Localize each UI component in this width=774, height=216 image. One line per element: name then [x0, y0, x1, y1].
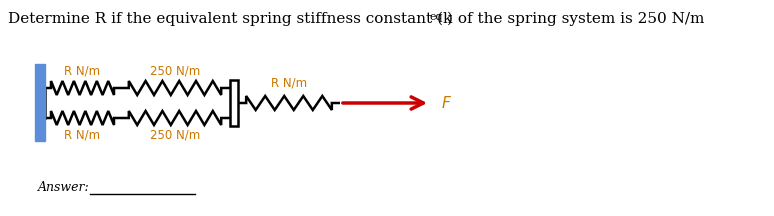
- Text: ) of the spring system is 250 N/m: ) of the spring system is 250 N/m: [447, 12, 704, 26]
- Text: eq: eq: [430, 12, 444, 22]
- Bar: [230, 80, 238, 126]
- Text: 250 N/m: 250 N/m: [150, 64, 200, 77]
- Bar: [35, 64, 45, 141]
- Text: R N/m: R N/m: [271, 77, 307, 90]
- Text: Determine R if the equivalent spring stiffness constant (k: Determine R if the equivalent spring sti…: [8, 12, 452, 26]
- Text: R N/m: R N/m: [64, 64, 101, 77]
- Text: F: F: [442, 95, 450, 111]
- Text: Answer:: Answer:: [38, 181, 90, 194]
- Text: R N/m: R N/m: [64, 129, 101, 142]
- Text: 250 N/m: 250 N/m: [150, 129, 200, 142]
